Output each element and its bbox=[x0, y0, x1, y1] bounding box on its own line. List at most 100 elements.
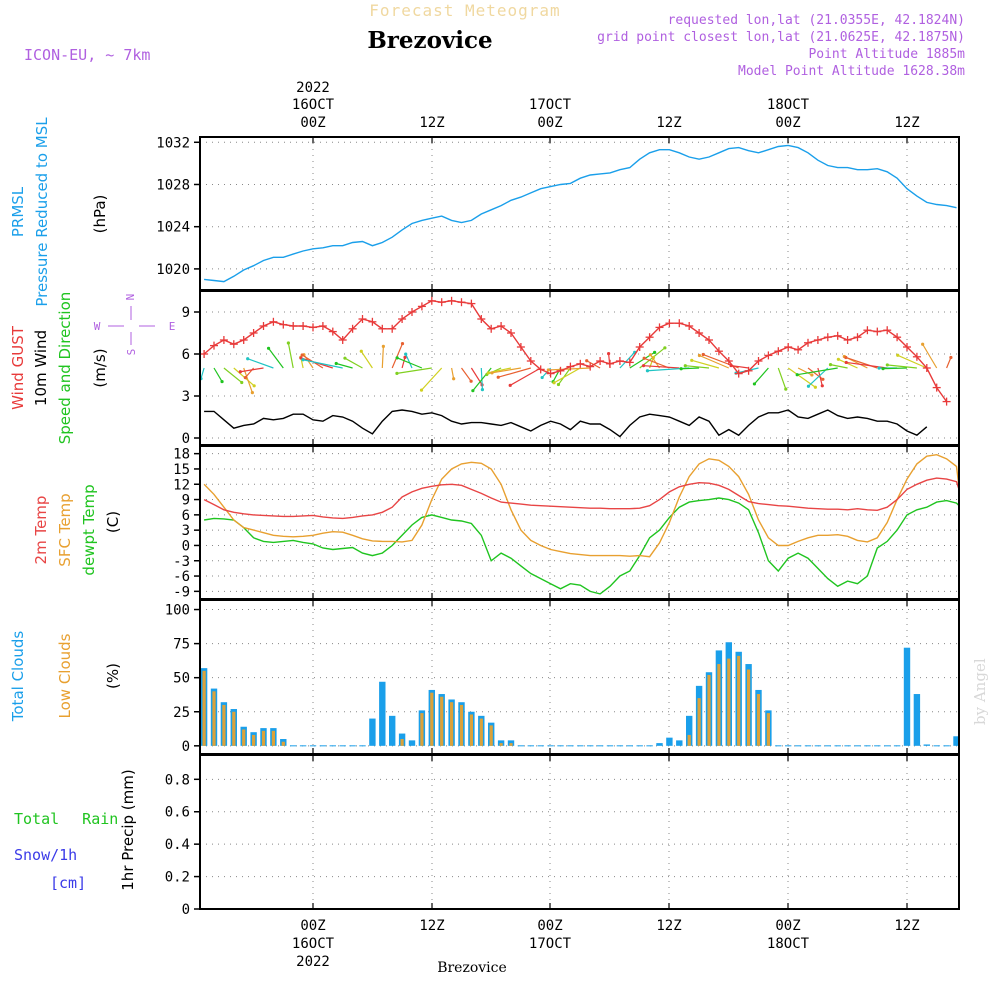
low-cloud-bar bbox=[400, 739, 404, 746]
wind-arrow bbox=[396, 367, 432, 374]
total-cloud-bar bbox=[814, 745, 822, 747]
model-altitude: Model Point Altitude 1628.38m bbox=[738, 64, 965, 79]
wind-arrow-head bbox=[343, 356, 347, 360]
wind-arrow bbox=[797, 367, 813, 376]
ytick-label: 0 bbox=[182, 902, 190, 918]
wind-arrow bbox=[553, 367, 581, 384]
low-cloud-bar bbox=[242, 729, 246, 746]
wind-arrow-head bbox=[238, 370, 242, 374]
low-cloud-bar bbox=[697, 698, 701, 746]
total-cloud-bar bbox=[953, 736, 959, 746]
cloud-bars bbox=[200, 642, 959, 747]
precip-label-snow: Snow/1h bbox=[14, 846, 77, 864]
wind-arrow bbox=[846, 361, 888, 369]
top-time-1: 00Z bbox=[300, 115, 325, 131]
total-cloud-bar bbox=[903, 647, 911, 746]
low-cloud-bar bbox=[499, 743, 503, 746]
cloud-label-total: Total Clouds bbox=[9, 631, 27, 723]
total-cloud-bar bbox=[379, 681, 386, 746]
wind-arrow-head bbox=[885, 363, 889, 367]
total-cloud-bar bbox=[567, 745, 574, 747]
panel-clouds: 0 25 50 75 100 bbox=[165, 600, 959, 755]
low-cloud-bar bbox=[202, 670, 206, 746]
wind-arrow-head bbox=[810, 373, 814, 377]
total-cloud-bar bbox=[557, 745, 564, 747]
wind-arrow-head bbox=[679, 367, 683, 371]
footer-station: Brezovice bbox=[437, 960, 507, 976]
wind-arrow bbox=[240, 367, 264, 373]
total-cloud-bar bbox=[547, 745, 554, 747]
bottom-time-4: 12Z bbox=[656, 918, 681, 934]
low-cloud-bar bbox=[440, 696, 444, 746]
total-cloud-bar bbox=[319, 745, 327, 747]
wind-arrow bbox=[344, 357, 363, 369]
wind-arrow bbox=[699, 354, 730, 369]
total-cloud-bar bbox=[369, 718, 376, 746]
wind-direction-arrows bbox=[199, 341, 953, 395]
low-cloud-bar bbox=[727, 658, 731, 746]
prmsl-line bbox=[204, 144, 957, 283]
ytick-label: 0.2 bbox=[165, 870, 190, 886]
gust-line bbox=[203, 300, 948, 403]
low-cloud-bar bbox=[707, 674, 711, 746]
ytick-label: 3 bbox=[182, 389, 190, 405]
low-cloud-bar bbox=[450, 702, 454, 746]
total-cloud-bar bbox=[794, 745, 802, 747]
cloud-label-unit: (%) bbox=[104, 663, 122, 689]
wind-arrow-head bbox=[381, 344, 385, 349]
low-cloud-bar bbox=[281, 741, 285, 746]
total-cloud-bar bbox=[616, 745, 624, 747]
wind-arrow-head bbox=[844, 355, 848, 360]
total-cloud-bar bbox=[359, 745, 366, 747]
wind-arrow bbox=[946, 357, 952, 369]
wind-arrow-head bbox=[752, 382, 757, 386]
plot-area: 10201024102810320369-9-6-303691215180255… bbox=[156, 135, 960, 918]
wind-arrow-head bbox=[690, 358, 694, 362]
point-altitude: Point Altitude 1885m bbox=[808, 47, 965, 62]
credit-text: by Angel bbox=[971, 658, 989, 725]
total-cloud-bar bbox=[785, 745, 792, 747]
ytick-label: 6 bbox=[182, 508, 190, 524]
ytick-label: 1028 bbox=[156, 177, 190, 193]
low-cloud-bar bbox=[222, 704, 226, 746]
precip-label-cm: [cm] bbox=[50, 874, 86, 892]
sfc-temp-line bbox=[203, 453, 960, 558]
total-cloud-bar bbox=[656, 743, 663, 746]
dewpt-line bbox=[203, 497, 960, 595]
wind-arrow bbox=[649, 354, 660, 369]
wind-arrow bbox=[897, 354, 928, 369]
temp-label-dewpt: dewpt Temp bbox=[80, 484, 98, 575]
wind-arrow bbox=[461, 367, 472, 382]
low-cloud-bar bbox=[261, 730, 266, 746]
wind-arrow bbox=[838, 358, 858, 369]
ytick-label: 3 bbox=[182, 523, 190, 539]
requested-coords: requested lon,lat (21.0355E, 42.1824N) bbox=[668, 13, 965, 28]
top-time-5: 00Z bbox=[775, 115, 800, 131]
ytick-label: 0.8 bbox=[165, 772, 190, 788]
precip-label-unit: 1hr Precip (mm) bbox=[119, 769, 137, 890]
total-cloud-bar bbox=[596, 745, 604, 747]
wind-label-speeddir: Speed and Direction bbox=[56, 292, 74, 445]
wind-arrow-head bbox=[403, 355, 407, 359]
wind-arrow-head bbox=[220, 379, 224, 384]
wind-arrow bbox=[405, 353, 413, 369]
wind-arrow bbox=[360, 350, 373, 369]
ytick-label: 1024 bbox=[156, 220, 190, 236]
bottom-time-1: 00Z bbox=[300, 918, 325, 934]
top-date-3: 18OCT bbox=[767, 97, 810, 113]
total-cloud-bar bbox=[844, 745, 851, 747]
low-cloud-bar bbox=[271, 730, 275, 746]
ytick-label: 18 bbox=[173, 447, 190, 463]
total-cloud-bar bbox=[676, 740, 683, 746]
bottom-year: 2022 bbox=[296, 954, 330, 970]
wind-arrow-head bbox=[949, 355, 953, 360]
wind-arrow-head bbox=[334, 361, 338, 366]
wind-arrow-head bbox=[301, 358, 305, 362]
wind-arrow-head bbox=[496, 375, 500, 379]
total-cloud-bar bbox=[834, 745, 841, 747]
ytick-label: 0 bbox=[182, 739, 190, 755]
wind-arrow bbox=[451, 367, 455, 379]
bottom-date-2: 17OCT bbox=[529, 936, 572, 952]
wind-arrow bbox=[302, 359, 343, 369]
